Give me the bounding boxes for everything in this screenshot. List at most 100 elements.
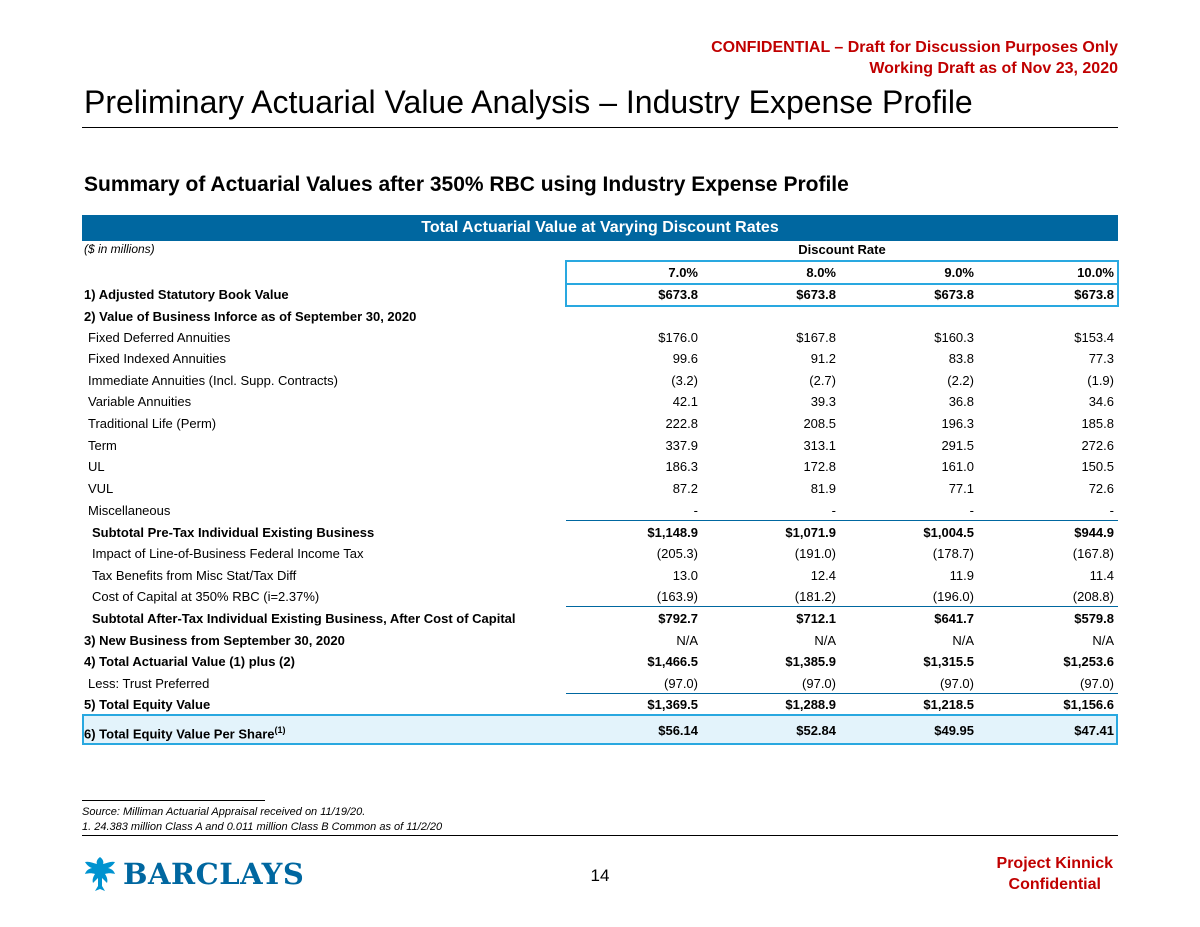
- row-value: (191.0): [794, 546, 836, 561]
- row-value: 172.8: [803, 459, 836, 474]
- section-subtitle: Summary of Actuarial Values after 350% R…: [84, 173, 849, 196]
- table-row: VUL 87.2 81.9 77.1 72.6: [82, 478, 1118, 499]
- row-value: 222.8: [665, 416, 698, 431]
- row-value: -: [831, 503, 836, 518]
- row-label: UL: [88, 459, 105, 474]
- table-row: 1) Adjusted Statutory Book Value $673.8 …: [82, 284, 1118, 305]
- row-value: $944.9: [1074, 525, 1114, 540]
- row-label: 2) Value of Business Inforce as of Septe…: [84, 309, 417, 324]
- row-value: N/A: [814, 633, 836, 648]
- rate-header: 7.0%: [668, 265, 698, 280]
- footnote-ref: (1): [274, 725, 286, 735]
- table-row: Miscellaneous - - - -: [82, 500, 1118, 521]
- row-value: 196.3: [941, 416, 974, 431]
- row-value: 39.3: [810, 394, 836, 409]
- row-value: $1,466.5: [647, 654, 698, 669]
- table-row: 4) Total Actuarial Value (1) plus (2) $1…: [82, 651, 1118, 672]
- row-label: VUL: [88, 481, 114, 496]
- row-value: $673.8: [658, 287, 698, 302]
- row-label: Immediate Annuities (Incl. Supp. Contrac…: [88, 373, 339, 388]
- row-value: $673.8: [796, 287, 836, 302]
- row-label: Fixed Deferred Annuities: [88, 330, 231, 345]
- row-value: (196.0): [932, 589, 974, 604]
- table-row: Cost of Capital at 350% RBC (i=2.37%) (1…: [82, 586, 1118, 607]
- row-value: 12.4: [810, 568, 836, 583]
- row-value: 150.5: [1081, 459, 1114, 474]
- row-label: Less: Trust Preferred: [88, 676, 210, 691]
- row-value: $1,288.9: [785, 697, 836, 712]
- row-label: Variable Annuities: [88, 394, 192, 409]
- per-share-highlight: 6) Total Equity Value Per Share(1) $56.1…: [82, 714, 1118, 745]
- row-value: 337.9: [665, 438, 698, 453]
- row-value: $1,253.6: [1063, 654, 1114, 669]
- project-confidential: Confidential: [1008, 876, 1101, 893]
- row-value: (163.9): [656, 589, 698, 604]
- row-label: 1) Adjusted Statutory Book Value: [84, 287, 289, 302]
- row-value: -: [693, 503, 698, 518]
- row-value: $49.95: [934, 723, 974, 738]
- confidential-line-1: CONFIDENTIAL – Draft for Discussion Purp…: [711, 39, 1118, 56]
- row-value: $673.8: [1074, 287, 1114, 302]
- subtotal-rule: [566, 520, 1118, 521]
- row-value: 87.2: [672, 481, 698, 496]
- row-value: -: [1109, 503, 1114, 518]
- row-label: 6) Total Equity Value Per Share(1): [84, 720, 286, 744]
- row-label: Traditional Life (Perm): [88, 416, 217, 431]
- row-value: -: [969, 503, 974, 518]
- row-value: $1,148.9: [647, 525, 698, 540]
- row-value: $56.14: [658, 723, 698, 738]
- row-value: 77.3: [1088, 351, 1114, 366]
- row-value: 91.2: [810, 351, 836, 366]
- row-value: (1.9): [1087, 373, 1114, 388]
- page-title: Preliminary Actuarial Value Analysis – I…: [84, 84, 973, 120]
- table-row: UL 186.3 172.8 161.0 150.5: [82, 456, 1118, 477]
- row-value: (3.2): [671, 373, 698, 388]
- source-note: Source: Milliman Actuarial Appraisal rec…: [82, 806, 366, 818]
- table-row: 5) Total Equity Value $1,369.5 $1,288.9 …: [82, 694, 1118, 715]
- row-value: $176.0: [658, 330, 698, 345]
- row-label: Impact of Line-of-Business Federal Incom…: [92, 546, 364, 561]
- row-value: $1,071.9: [785, 525, 836, 540]
- footer-divider: [82, 835, 1118, 836]
- table-row: Less: Trust Preferred (97.0) (97.0) (97.…: [82, 673, 1118, 694]
- project-name: Project Kinnick: [996, 855, 1113, 872]
- row-value: 11.4: [1089, 568, 1114, 583]
- page-number: 14: [590, 866, 610, 885]
- table-row: Subtotal Pre-Tax Individual Existing Bus…: [82, 522, 1118, 543]
- table-row: Subtotal After-Tax Individual Existing B…: [82, 608, 1118, 629]
- row-value: 186.3: [665, 459, 698, 474]
- row-value: $579.8: [1074, 611, 1114, 626]
- eagle-icon: [85, 857, 115, 891]
- table-row: Term 337.9 313.1 291.5 272.6: [82, 435, 1118, 456]
- row-label: 4) Total Actuarial Value (1) plus (2): [84, 654, 295, 669]
- project-notice: Project Kinnick Confidential: [997, 853, 1113, 895]
- row-value: $1,369.5: [647, 697, 698, 712]
- table-row: Tax Benefits from Misc Stat/Tax Diff 13.…: [82, 565, 1118, 586]
- row-value: (167.8): [1072, 546, 1114, 561]
- table-banner: Total Actuarial Value at Varying Discoun…: [82, 215, 1118, 241]
- row-value: N/A: [1092, 633, 1114, 648]
- logo-text: BARCLAYS: [123, 857, 305, 891]
- rate-header: 8.0%: [806, 265, 836, 280]
- row-label: Subtotal After-Tax Individual Existing B…: [92, 611, 516, 626]
- rates-header-row: 7.0% 8.0% 9.0% 10.0%: [82, 262, 1118, 283]
- table-row: Traditional Life (Perm) 222.8 208.5 196.…: [82, 413, 1118, 434]
- total-rule: [566, 693, 1118, 694]
- row-value: $1,218.5: [923, 697, 974, 712]
- row-value: $1,385.9: [785, 654, 836, 669]
- row-value: N/A: [952, 633, 974, 648]
- row-value: $153.4: [1074, 330, 1114, 345]
- row-value: 272.6: [1081, 438, 1114, 453]
- row-value: (97.0): [802, 676, 836, 691]
- row-value: (97.0): [1080, 676, 1114, 691]
- row-value: $792.7: [658, 611, 698, 626]
- row-label: Miscellaneous: [88, 503, 171, 518]
- table-row: Variable Annuities 42.1 39.3 36.8 34.6: [82, 391, 1118, 412]
- row-value: 83.8: [948, 351, 974, 366]
- confidential-line-2: Working Draft as of Nov 23, 2020: [869, 60, 1118, 77]
- row-value: 161.0: [941, 459, 974, 474]
- row-label: Tax Benefits from Misc Stat/Tax Diff: [92, 568, 297, 583]
- row-value: 13.0: [672, 568, 698, 583]
- row-value: (178.7): [932, 546, 974, 561]
- units-note: ($ in millions): [84, 242, 155, 256]
